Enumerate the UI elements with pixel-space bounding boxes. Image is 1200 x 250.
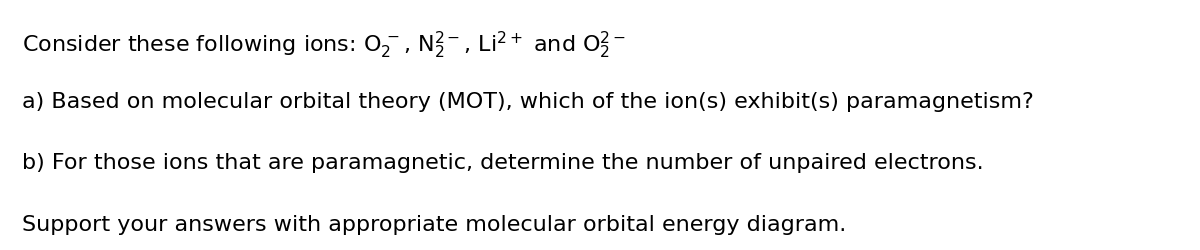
Text: b) For those ions that are paramagnetic, determine the number of unpaired electr: b) For those ions that are paramagnetic,… xyxy=(22,152,983,172)
Text: Support your answers with appropriate molecular orbital energy diagram.: Support your answers with appropriate mo… xyxy=(22,214,846,234)
Text: Consider these following ions: $\mathrm{O_2^{\,-}}$, $\mathrm{N_2^{2-}}$, $\math: Consider these following ions: $\mathrm{… xyxy=(22,30,626,61)
Text: a) Based on molecular orbital theory (MOT), which of the ion(s) exhibit(s) param: a) Based on molecular orbital theory (MO… xyxy=(22,91,1033,111)
